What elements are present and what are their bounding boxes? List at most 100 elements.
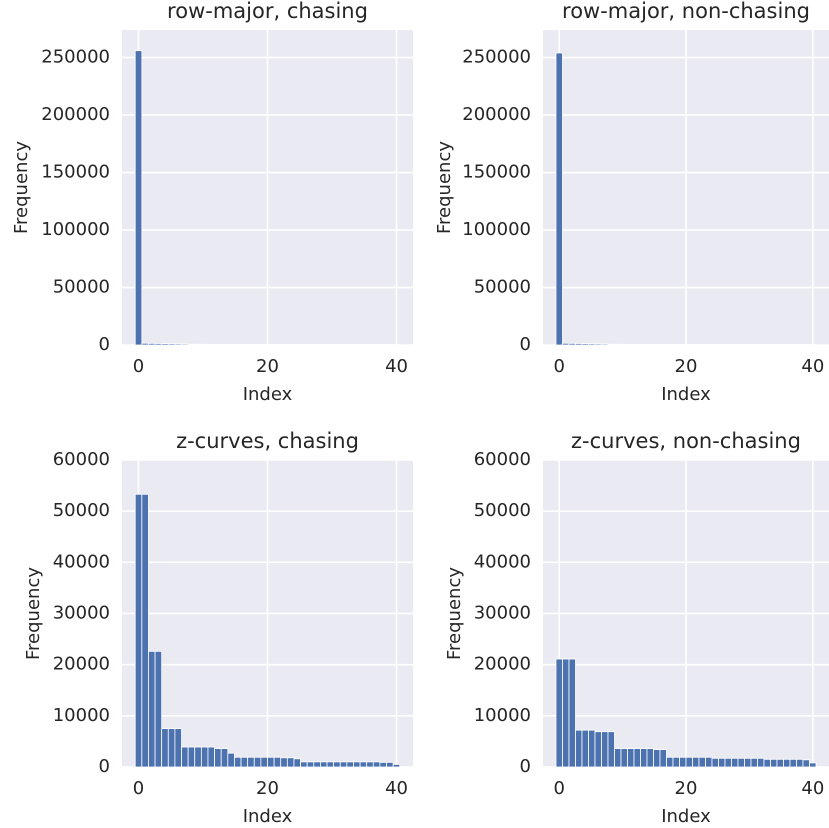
bar [770,758,778,768]
bar [366,344,374,346]
bar [148,342,156,346]
y-tick-label: 150000 [41,162,110,183]
x-tick-label: 20 [675,778,698,799]
y-tick-label: 200000 [41,104,110,125]
bar [588,343,596,346]
bar [326,344,335,346]
bar [568,342,576,346]
bar [293,344,301,346]
x-tick-label: 40 [385,778,408,799]
bar [653,344,661,346]
bar [633,748,641,768]
bar [187,746,196,768]
bar [313,761,321,768]
bar [685,756,693,768]
bar [214,748,222,768]
y-axis-label: Frequency [23,567,44,660]
bar [601,343,609,346]
bar [744,344,752,346]
bar [174,728,182,768]
bar [346,344,354,346]
bar [333,344,341,346]
bar [214,344,222,346]
bar [234,756,242,768]
bar [789,758,797,768]
bar [273,756,282,768]
bar [796,758,804,768]
bar [698,756,706,768]
x-tick-label: 0 [553,778,564,799]
x-axis-label: Index [243,384,293,405]
bar [181,746,189,768]
y-axis-label: Frequency [11,141,32,234]
bar [562,342,570,346]
y-tick-label: 50000 [474,500,531,521]
bar [776,758,784,768]
bar [227,752,235,768]
bar [646,748,654,768]
bar [134,493,143,768]
y-axis-label: Frequency [434,141,455,234]
bar [240,344,249,346]
y-tick-label: 60000 [53,449,110,470]
subplot: 0 10000 20000 30000 40000 50000 60000 0 20 40 z-cu… [444,429,829,827]
bar [167,343,176,346]
bar [731,757,739,768]
bar [659,749,667,768]
bar [757,757,765,768]
bar [711,757,719,768]
bar [200,343,209,346]
bar [581,343,589,346]
x-axis-label: Index [243,806,293,827]
bar [633,344,641,346]
bar [161,343,169,346]
bar [220,344,229,346]
x-tick-label: 20 [256,778,279,799]
bar [359,344,368,346]
bar [386,344,394,346]
bar [575,343,583,346]
bar [280,757,288,768]
bar [724,344,732,346]
bar [653,749,661,768]
bar [207,746,215,768]
bar [234,344,242,346]
y-tick-label: 50000 [474,277,531,298]
bar [366,761,374,768]
bar [320,761,328,768]
bar [731,344,739,346]
bar [194,746,202,768]
bar [293,758,301,768]
bar [737,757,745,768]
bar [620,343,628,346]
bar [796,344,804,346]
bar [737,344,745,346]
bar [359,761,368,768]
bar [313,344,321,346]
bar [627,344,635,346]
x-tick-label: 0 [553,356,564,377]
y-tick-label: 0 [99,756,110,777]
bar [763,758,771,768]
bar [154,343,163,346]
bar [267,756,275,768]
bar [280,344,288,346]
bar [692,756,700,768]
bar [692,344,700,346]
bar [286,757,295,768]
bar [672,756,680,768]
bar [614,748,622,768]
bar [200,746,209,768]
bar [724,757,732,768]
bar [187,343,196,346]
bar [181,343,189,346]
x-tick-label: 20 [675,356,698,377]
y-tick-label: 100000 [462,219,531,240]
bar [555,658,563,768]
y-tick-label: 250000 [462,47,531,68]
bar [744,757,752,768]
bar [575,729,583,768]
y-tick-label: 10000 [53,705,110,726]
y-tick-label: 40000 [53,551,110,572]
bar [594,731,602,768]
